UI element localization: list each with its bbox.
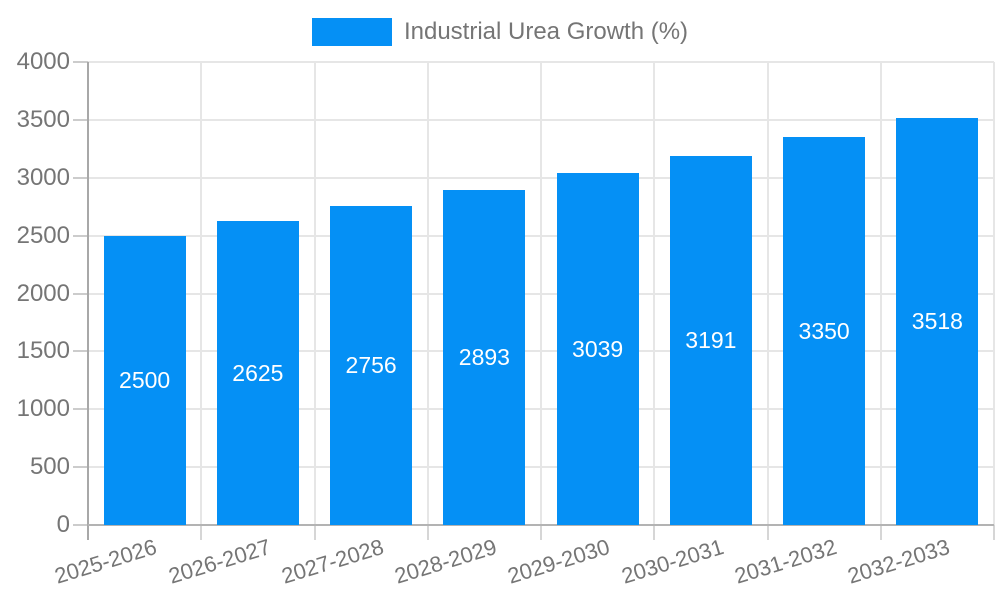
bar-value-label: 2893 [458, 344, 510, 371]
x-gridline [200, 62, 203, 525]
x-tick-label: 2032-2033 [844, 534, 953, 589]
bar[interactable]: 2893 [443, 190, 526, 525]
y-tick-label: 2000 [16, 279, 70, 307]
x-axis-tick [426, 525, 429, 540]
bar-value-label: 2625 [232, 359, 284, 386]
y-tick-label: 3000 [16, 163, 70, 191]
x-axis-tick [540, 525, 542, 540]
x-gridline [426, 62, 429, 525]
x-gridline [540, 62, 542, 525]
bar[interactable]: 2756 [330, 205, 413, 525]
x-gridline [993, 62, 995, 525]
x-gridline [879, 62, 882, 525]
y-tick-label: 500 [29, 453, 70, 481]
legend: Industrial Urea Growth (%) [0, 17, 1000, 46]
y-tick-label: 4000 [16, 48, 70, 75]
y-tick-label: 2500 [16, 221, 70, 249]
bar-value-label: 2756 [345, 351, 397, 378]
bar[interactable]: 3039 [556, 173, 639, 525]
y-axis-tick [73, 234, 88, 237]
x-tick-label: 2029-2030 [505, 534, 613, 589]
x-axis-tick [993, 525, 995, 540]
y-axis-tick [73, 292, 88, 295]
x-gridline [313, 62, 316, 525]
y-tick-label: 1000 [16, 395, 70, 423]
x-gridline [653, 62, 656, 525]
bar[interactable]: 2625 [216, 221, 299, 525]
x-tick-label: 2030-2031 [618, 534, 727, 589]
y-axis-line [87, 62, 89, 540]
x-tick-label: 2026-2027 [165, 534, 274, 589]
bar[interactable]: 3191 [669, 155, 752, 525]
y-axis-tick [73, 524, 88, 526]
x-axis-tick [766, 525, 769, 540]
y-axis-tick [73, 408, 88, 411]
bar-value-label: 3191 [685, 326, 737, 353]
bar[interactable]: 3518 [896, 117, 979, 525]
y-axis-tick [73, 466, 88, 469]
x-tick-label: 2025-2026 [52, 534, 160, 589]
y-axis-tick [73, 176, 88, 179]
legend-label: Industrial Urea Growth (%) [403, 18, 689, 45]
x-tick-label: 2028-2029 [391, 534, 500, 589]
x-axis-tick [879, 525, 882, 540]
x-axis-line [88, 524, 994, 526]
bar-value-label: 3350 [798, 317, 850, 344]
y-tick-label: 0 [56, 511, 70, 538]
x-tick-label: 2031-2032 [731, 534, 840, 589]
y-tick-label: 1500 [16, 337, 70, 365]
x-tick-label: 2027-2028 [278, 534, 387, 589]
bar-value-label: 3039 [572, 335, 624, 362]
bar-value-label: 2500 [119, 366, 171, 393]
bar-value-label: 3518 [911, 307, 963, 334]
y-axis-tick [73, 350, 88, 353]
x-axis-tick [653, 525, 656, 540]
y-tick-label: 3500 [16, 105, 70, 133]
legend-swatch [311, 17, 392, 46]
x-axis-tick [313, 525, 316, 540]
y-axis-tick [73, 61, 88, 63]
x-gridline [766, 62, 769, 525]
bar[interactable]: 3350 [783, 137, 866, 525]
x-axis-tick [200, 525, 203, 540]
y-axis-tick [73, 118, 88, 121]
bar[interactable]: 2500 [103, 235, 186, 525]
